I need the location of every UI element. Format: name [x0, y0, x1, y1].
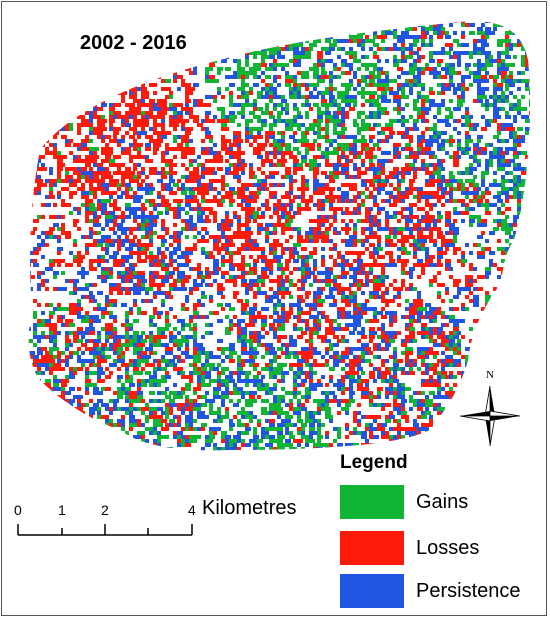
map-title: 2002 - 2016: [80, 32, 187, 54]
legend-label-losses: Losses: [416, 537, 480, 559]
legend-swatch-gains: [340, 485, 404, 519]
north-arrow-icon: [459, 385, 521, 447]
legend-title: Legend: [340, 452, 408, 473]
scale-bar: [17, 524, 193, 536]
scale-tick-0: 0: [14, 502, 22, 518]
legend-swatch-losses: [340, 531, 404, 565]
legend-label-persistence: Persistence: [416, 580, 521, 602]
scale-tick-1: 1: [58, 502, 66, 518]
scale-tick-4: 4: [188, 502, 196, 518]
legend-swatch-persistence: [340, 574, 404, 608]
legend-label-gains: Gains: [416, 491, 469, 513]
scale-tick-2: 2: [101, 502, 109, 518]
north-label: N: [486, 369, 494, 381]
scale-unit: Kilometres: [202, 497, 297, 519]
change-raster: [28, 21, 531, 451]
